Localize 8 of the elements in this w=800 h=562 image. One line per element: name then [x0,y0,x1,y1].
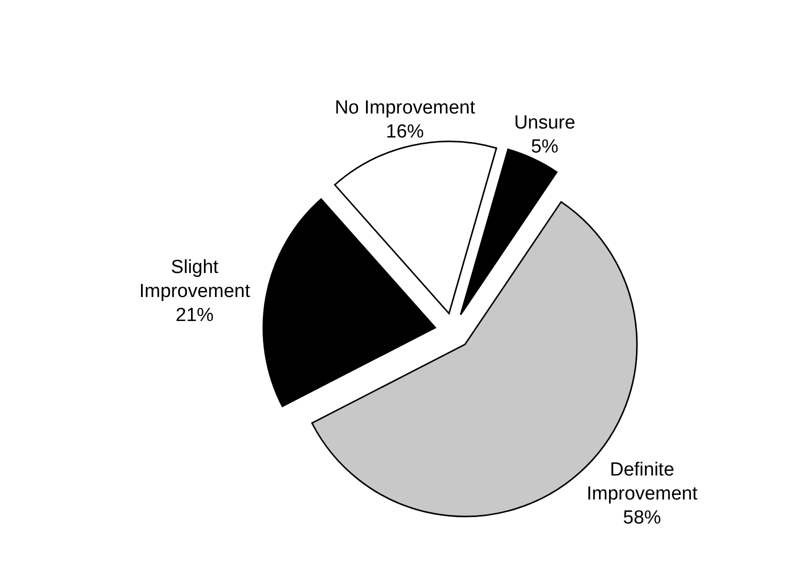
slice-label: Definite Improvement [586,458,698,504]
slice-label: Unsure [514,112,576,133]
slice-label: No Improvement [334,96,476,118]
slice-label: Slight Improvement [139,256,251,302]
data-label: 16% [386,120,424,142]
data-label: 21% [176,304,214,326]
data-label: 5% [530,136,559,157]
data-label: 58% [623,506,662,528]
